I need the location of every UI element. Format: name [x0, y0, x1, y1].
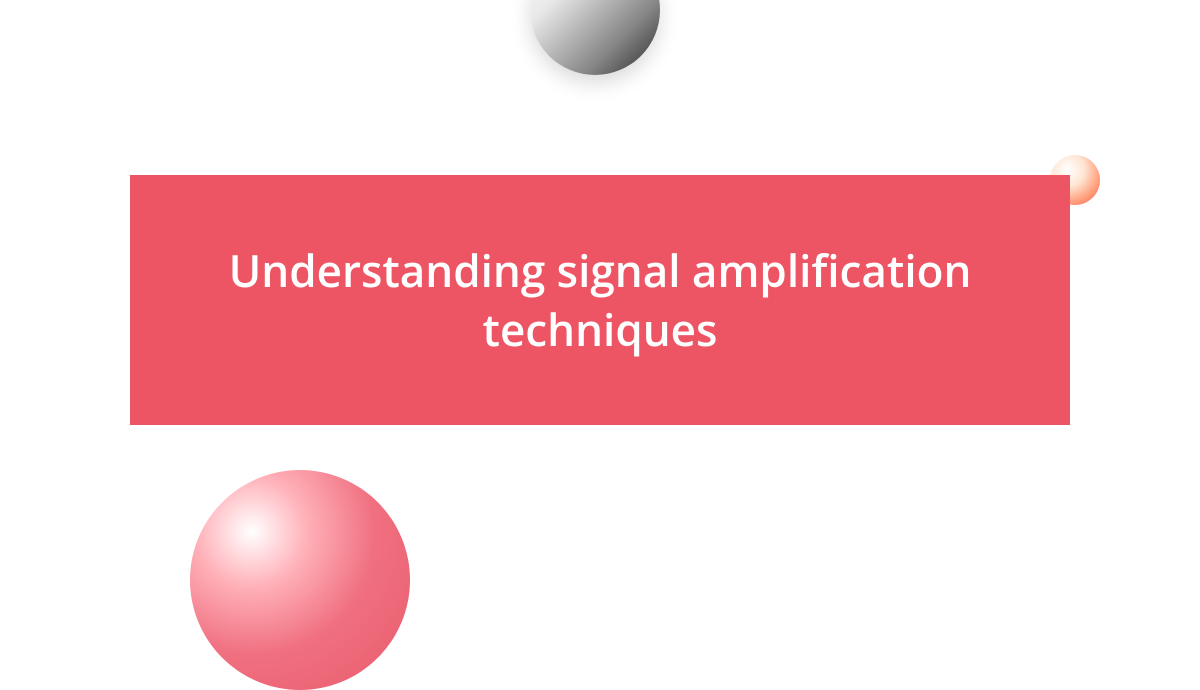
decorative-circle-top: [530, 0, 660, 75]
page-title: Understanding signal amplification techn…: [190, 241, 1010, 360]
title-box: Understanding signal amplification techn…: [130, 175, 1070, 425]
decorative-circle-bottom: [190, 470, 410, 690]
